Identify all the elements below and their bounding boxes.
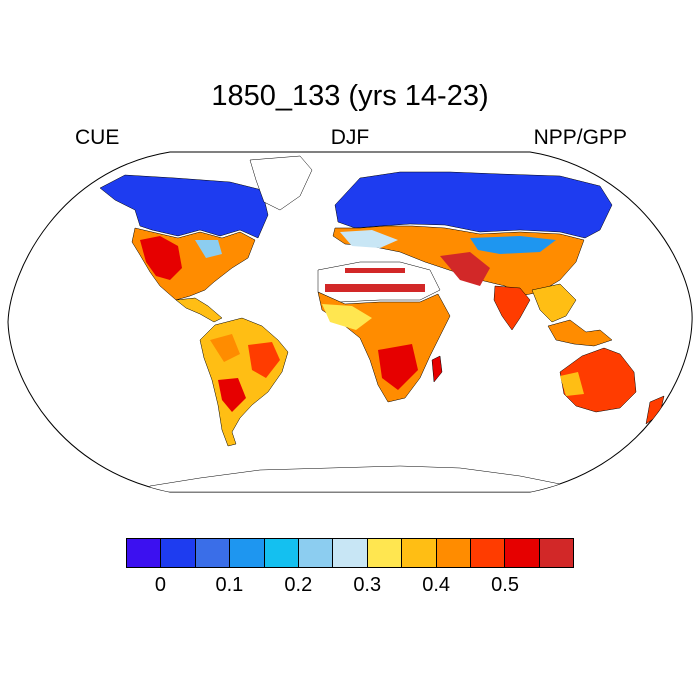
colorbar-swatch — [230, 539, 265, 567]
sahara-red-band — [325, 284, 425, 292]
season-label: DJF — [330, 126, 370, 149]
southeast-asia — [531, 283, 577, 323]
colorbar-swatch — [436, 539, 471, 567]
colorbar-tick-label: 0.5 — [491, 574, 519, 596]
colorbar-tick-label: 0 — [154, 574, 167, 596]
colorbar-swatch — [127, 539, 162, 567]
units-label: NPP/GPP — [533, 126, 627, 149]
north-america-boreal — [99, 174, 269, 239]
colorbar-tick-label: 0.3 — [353, 574, 382, 596]
colorbar-swatch — [470, 539, 506, 567]
sahara-red-band-north — [345, 268, 405, 273]
india — [493, 285, 531, 331]
colorbar-swatch — [264, 539, 299, 567]
madagascar — [431, 355, 443, 383]
colorbar-tick-label: 0.1 — [215, 574, 244, 596]
europe-light-blue — [340, 230, 398, 248]
greenland — [249, 155, 313, 211]
variable-label: CUE — [75, 126, 120, 149]
colorbar-swatch — [367, 539, 403, 567]
middle-east-red — [440, 252, 490, 286]
colorbar-swatch — [333, 539, 368, 567]
indonesia — [547, 319, 613, 347]
antarctica — [149, 465, 561, 492]
north-america-red-patch — [140, 236, 182, 280]
colorbar-ticks: 0 0.1 0.2 0.3 0.4 0.5 — [0, 574, 700, 604]
australia — [559, 347, 637, 413]
asia-blue-patches — [470, 236, 556, 254]
colorbar-tick-label: 0.2 — [284, 574, 313, 596]
central-america — [175, 297, 223, 323]
north-america-blue-patch — [195, 240, 222, 258]
colorbar-swatch — [539, 539, 574, 567]
africa-yellow-west — [322, 304, 372, 330]
colorbar-swatch — [505, 539, 540, 567]
colorbar-swatch — [195, 539, 231, 567]
south-america-red-east — [248, 342, 280, 378]
colorbar — [126, 538, 574, 568]
colorbar-tick-label: 0.4 — [422, 574, 451, 596]
map-title: 1850_133 (yrs 14-23) — [211, 80, 489, 112]
colorbar-swatch — [402, 539, 437, 567]
colorbar-swatch — [161, 539, 196, 567]
colorbar-swatch — [298, 539, 334, 567]
south-america-orange-west — [210, 334, 240, 362]
africa-red-south — [378, 344, 418, 390]
eurasia-boreal — [334, 171, 613, 239]
south-america-red-south — [218, 378, 246, 412]
australia-yellow-west — [560, 372, 584, 396]
